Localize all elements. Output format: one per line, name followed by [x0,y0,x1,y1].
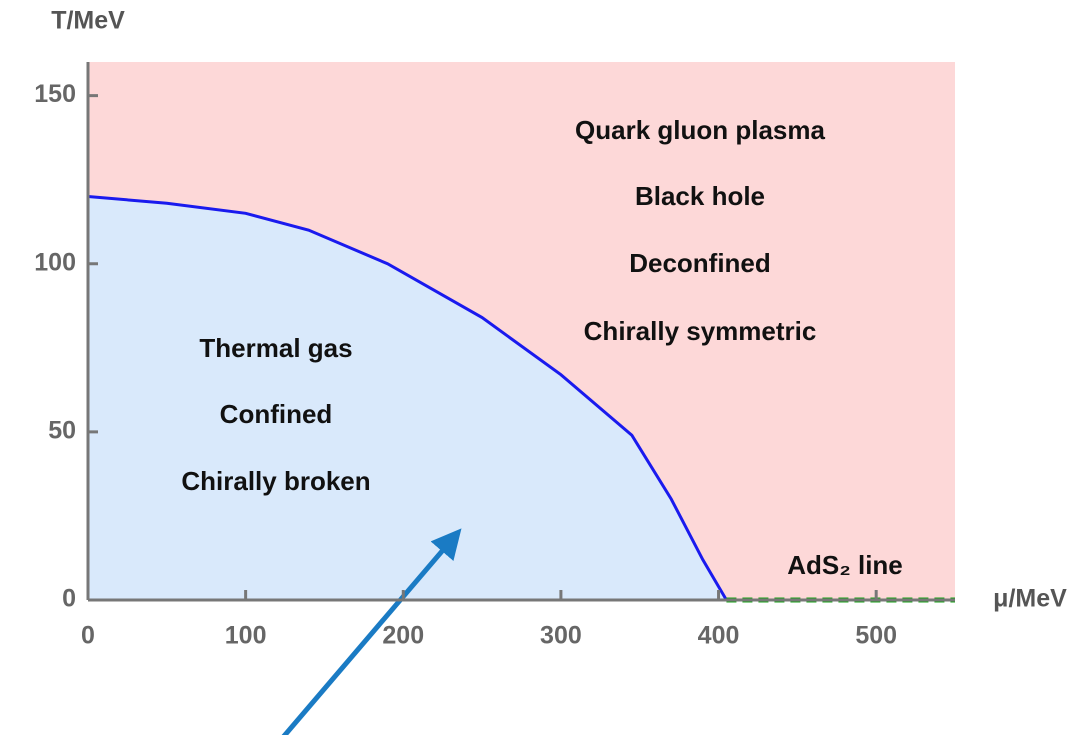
line [87,195,728,601]
x-tick-label: 400 [698,622,740,650]
arrow [277,528,462,740]
y-tick-label: 100 [34,248,76,276]
x-tick-label: 200 [382,622,424,650]
x-tick-label: 0 [81,622,95,650]
annotation: AdS₂ line [787,550,903,580]
annotation: Confined [220,399,333,429]
area [88,196,727,600]
annotation: Deconfined [629,248,771,278]
x-tick-label: 500 [855,622,897,650]
y-tick-label: 50 [48,416,76,444]
plot-area [87,62,955,603]
y-axis-label: T/MeV [51,7,125,35]
y-tick-label: 0 [62,585,76,613]
annotation: Black hole [635,181,765,211]
annotation: Thermal gas [199,333,352,363]
x-tick-label: 300 [540,622,582,650]
x-axis-label: μ/MeV [993,585,1067,613]
x-tick-label: 100 [225,622,267,650]
annotation: Chirally symmetric [584,316,817,346]
annotation: Quark gluon plasma [575,115,825,145]
y-tick-label: 150 [34,80,76,108]
annotation: Chirally broken [181,466,370,496]
